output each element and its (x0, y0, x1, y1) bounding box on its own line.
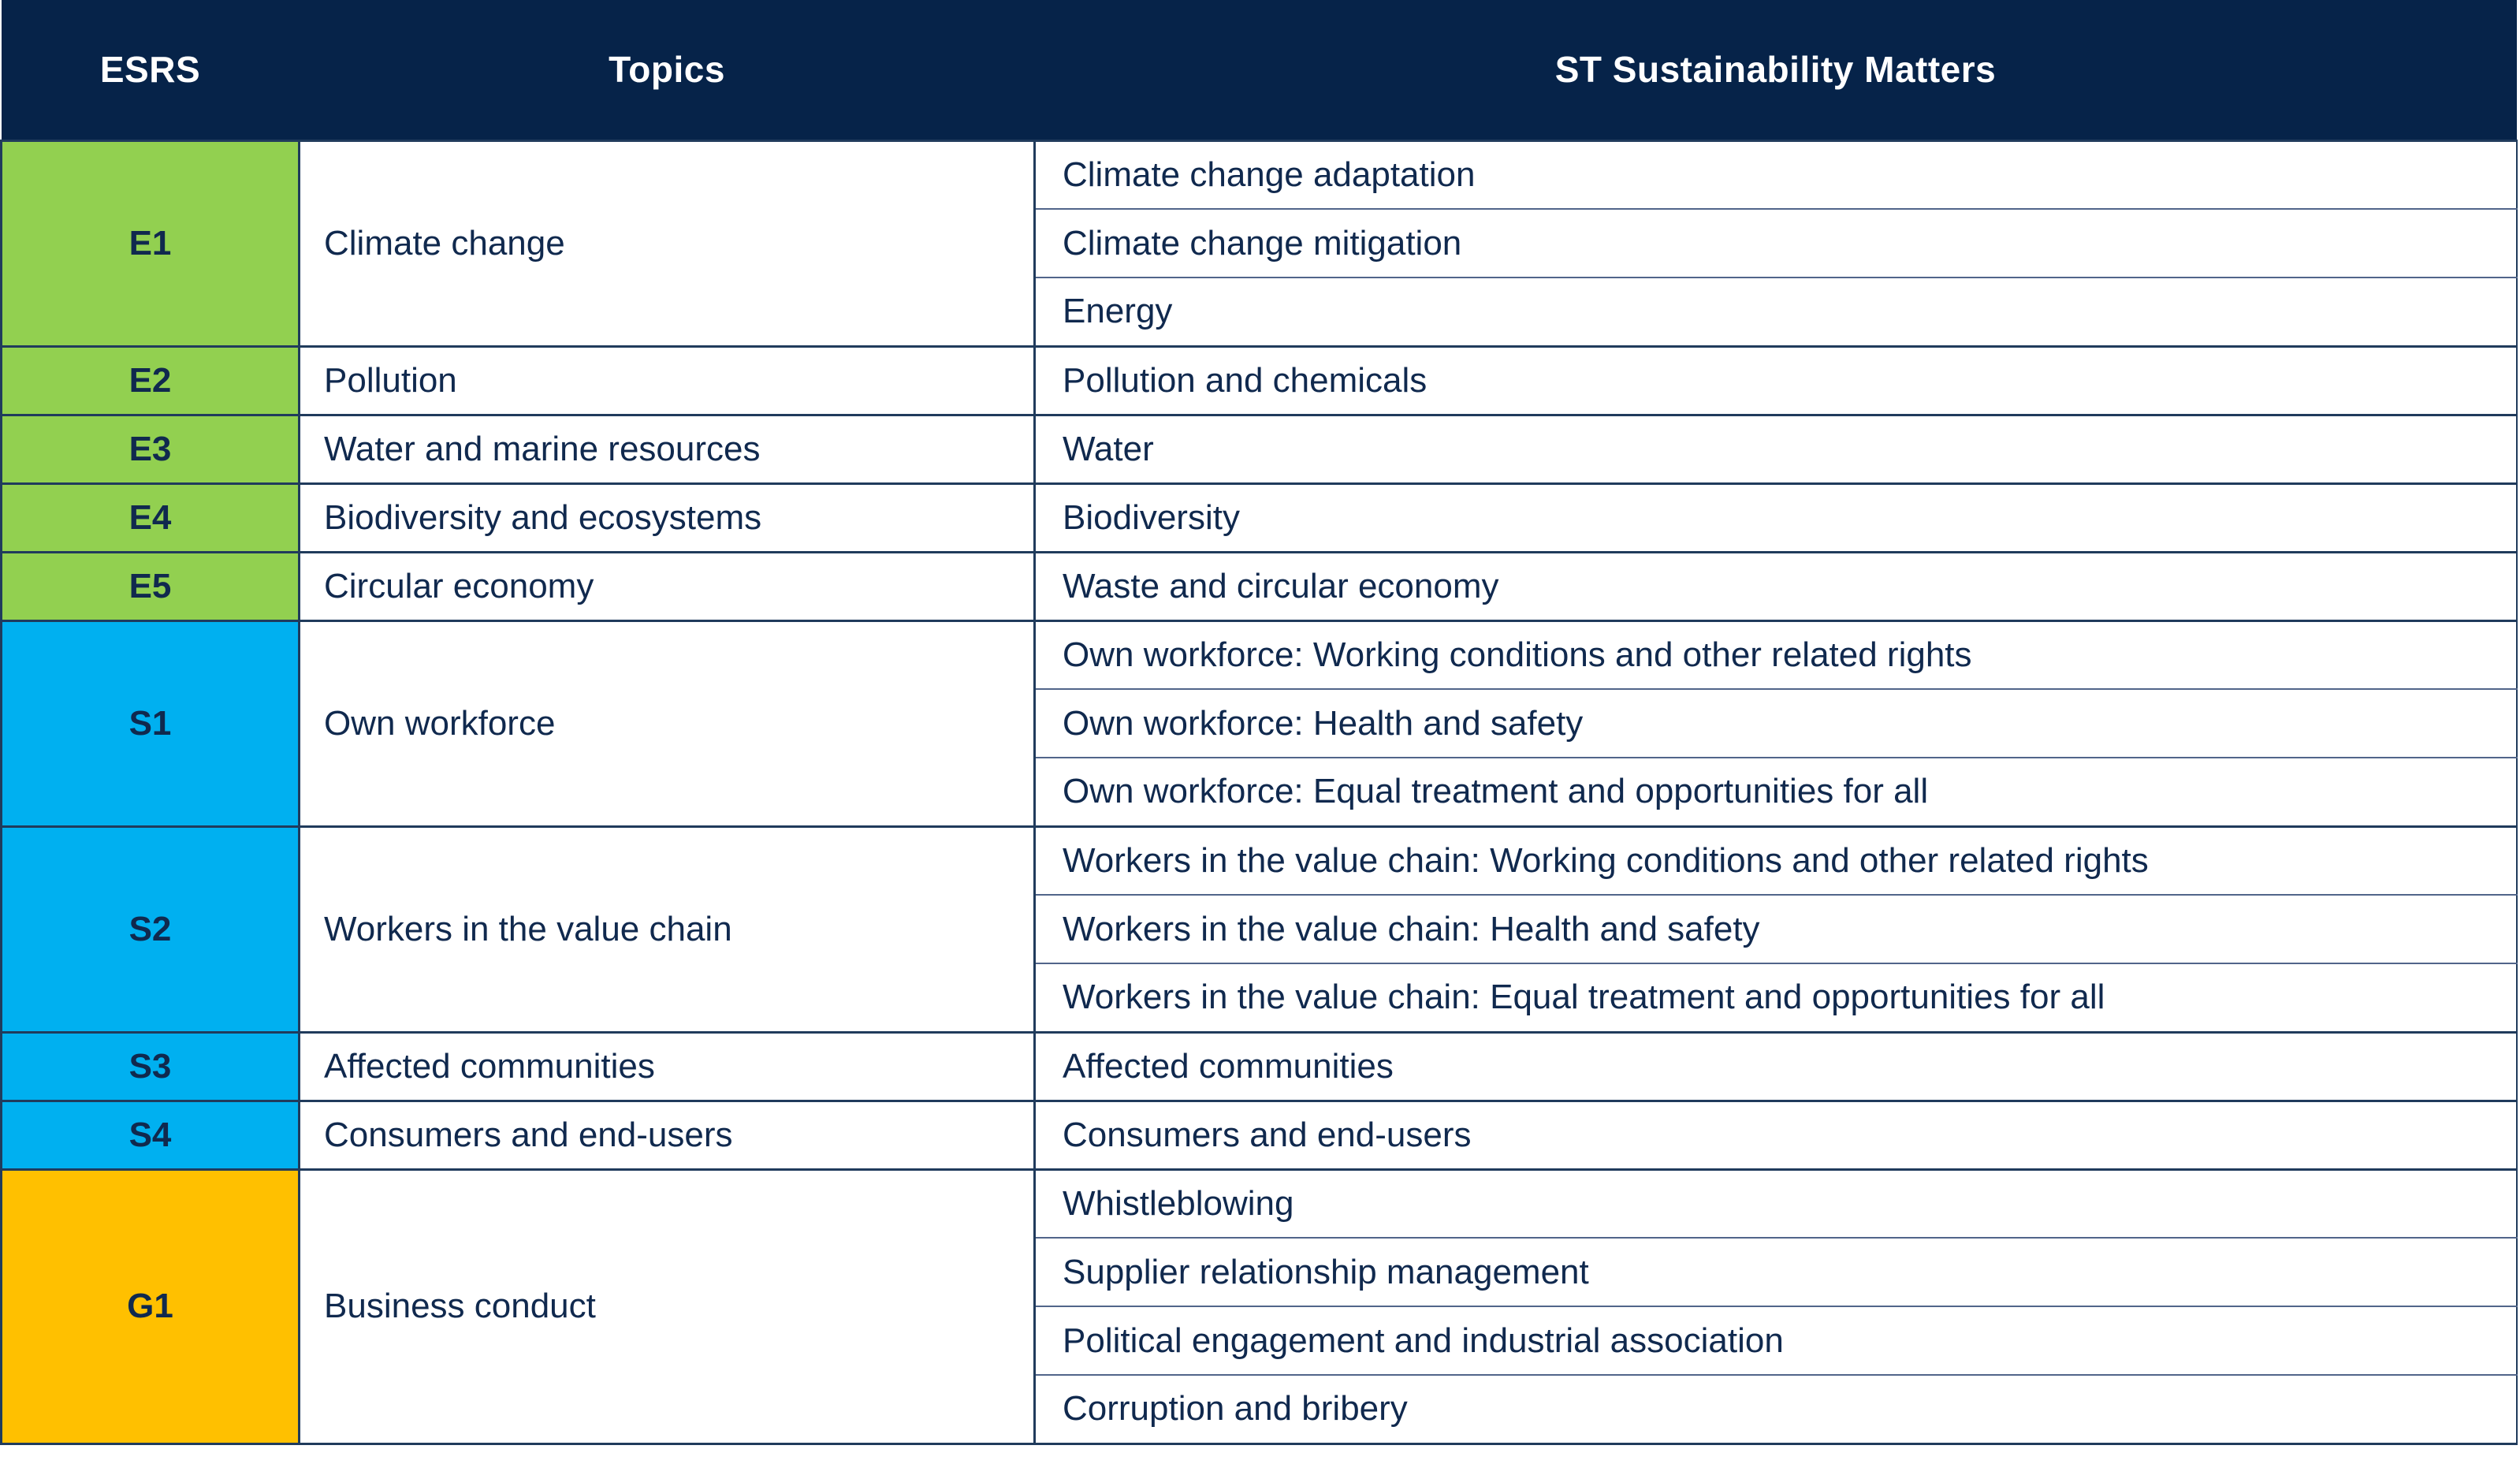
table-row: S2 Workers in the value chain Workers in t… (0, 825, 2518, 1034)
table-row: Own workforce: Health and safety (2, 688, 2518, 758)
topic-cell: Consumers and end-users (298, 1099, 1036, 1171)
table-row: S1 Own workforce Own workforce: Working co… (0, 619, 2518, 828)
esrs-code-cell: S4 (0, 1099, 300, 1171)
matter-cell: Water (1033, 413, 2518, 484)
table-row: Political engagement and industrial asso… (2, 1306, 2518, 1376)
matter-cell: Whistleblowing (1033, 1168, 2518, 1239)
header-row: ESRS Topics ST Sustainability Matters (1, 0, 2517, 140)
matter-cell: Climate change mitigation (1033, 208, 2518, 278)
table-row: Workers in the value chain: Equal treatm… (2, 963, 2518, 1033)
esrs-code-cell: G1 (0, 1168, 300, 1445)
matter-cell: Energy (1033, 277, 2518, 347)
esrs-code-cell: E4 (0, 482, 300, 553)
matter-cell: Pollution and chemicals (1033, 345, 2518, 415)
esrs-code-cell: S1 (0, 619, 300, 828)
table-row: Workers in the value chain: Health and s… (2, 894, 2518, 964)
matter-cell: Workers in the value chain: Health and s… (1033, 894, 2518, 964)
table-row: S4 Consumers and end-users Consumers and e… (0, 1099, 2518, 1171)
topic-cell: Affected communities (298, 1030, 1036, 1102)
esrs-code-cell: E3 (0, 413, 300, 485)
topic-cell: Biodiversity and ecosystems (298, 482, 1036, 553)
table-row: E4 Biodiversity and ecosystems Biodiversit… (0, 482, 2518, 553)
matter-cell: Climate change adaptation (1033, 139, 2518, 210)
matter-cell: Own workforce: Equal treatment and oppor… (1033, 757, 2518, 827)
topic-cell: Water and marine resources (298, 413, 1036, 485)
table-row: Own workforce: Equal treatment and oppor… (2, 757, 2518, 827)
table-row: E1 Climate change Climate change adaptatio… (0, 139, 2518, 348)
topic-cell: Pollution (298, 345, 1036, 416)
matter-cell: Waste and circular economy (1033, 550, 2518, 621)
matter-cell: Consumers and end-users (1033, 1099, 2518, 1170)
matter-cell: Affected communities (1033, 1030, 2518, 1101)
table-row: G1 Business conduct Whistleblowing (0, 1168, 2518, 1445)
matter-cell: Own workforce: Working conditions and ot… (1033, 619, 2518, 690)
table-row: Energy (2, 277, 2518, 347)
table-row: E2 Pollution Pollution and chemicals (0, 345, 2518, 416)
table-row: E3 Water and marine resources Water (0, 413, 2518, 485)
esrs-code-cell: S3 (0, 1030, 300, 1102)
table-row: Supplier relationship management (2, 1237, 2518, 1307)
matter-cell: Workers in the value chain: Equal treatm… (1033, 963, 2518, 1033)
col-header-esrs: ESRS (1, 0, 300, 140)
esrs-code-cell: E5 (0, 550, 300, 622)
matter-cell: Corruption and bribery (1033, 1374, 2518, 1445)
esrs-code-cell: E1 (0, 139, 300, 348)
matter-cell: Workers in the value chain: Working cond… (1033, 825, 2518, 896)
esrs-code-cell: S2 (0, 825, 300, 1034)
table-body: E1 Climate change Climate change adaptatio… (0, 139, 2518, 1445)
col-header-sustainability-matters: ST Sustainability Matters (1034, 0, 2517, 140)
topic-cell: Own workforce (298, 619, 1036, 828)
matter-cell: Biodiversity (1033, 482, 2518, 553)
matter-cell: Political engagement and industrial asso… (1033, 1306, 2518, 1376)
table-row: S3 Affected communities Affected communiti… (0, 1030, 2518, 1102)
table-row: E5 Circular economy Waste and circular eco… (0, 550, 2518, 622)
matter-cell: Supplier relationship management (1033, 1237, 2518, 1307)
col-header-topics: Topics (299, 0, 1035, 140)
topic-cell: Climate change (298, 139, 1036, 348)
esrs-code-cell: E2 (0, 345, 300, 416)
topic-cell: Circular economy (298, 550, 1036, 622)
topic-cell: Business conduct (298, 1168, 1036, 1445)
table-row: Corruption and bribery (2, 1374, 2518, 1445)
table-row: Climate change mitigation (2, 208, 2518, 278)
table-header: ESRS Topics ST Sustainability Matters (1, 0, 2517, 140)
matter-cell: Own workforce: Health and safety (1033, 688, 2518, 758)
topic-cell: Workers in the value chain (298, 825, 1036, 1034)
